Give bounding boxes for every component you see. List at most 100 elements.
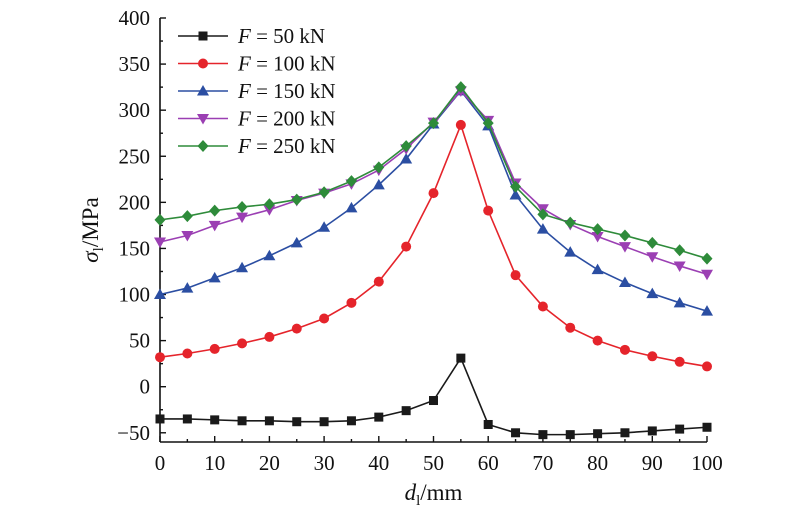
data-point (537, 208, 549, 221)
data-point (346, 416, 356, 426)
data-point (564, 216, 576, 229)
data-point (291, 193, 303, 206)
data-point (263, 249, 276, 261)
x-tick-label: 90 (642, 451, 663, 475)
data-point (318, 221, 331, 232)
legend-marker (198, 31, 208, 41)
data-point (701, 252, 713, 265)
data-point (237, 338, 248, 349)
data-point (290, 236, 303, 248)
legend-label: F = 200 kN (237, 107, 336, 131)
data-point (647, 351, 658, 362)
data-point (455, 81, 467, 94)
y-tick-label: 200 (119, 190, 151, 214)
data-point (182, 348, 193, 359)
y-axis-label: σl/MPa (78, 197, 107, 262)
legend-label: F = 50 kN (237, 24, 325, 48)
data-point (155, 414, 165, 424)
data-point (209, 343, 220, 354)
data-point (701, 305, 713, 316)
data-point (318, 186, 330, 199)
legend-marker (197, 140, 209, 152)
data-point (593, 429, 603, 439)
y-tick-label: 350 (119, 52, 151, 76)
data-point (536, 223, 549, 234)
data-point (565, 430, 575, 440)
data-point (619, 344, 630, 355)
legend-entry: F = 250 kN (178, 134, 336, 158)
data-point (537, 301, 548, 312)
data-point (429, 396, 438, 406)
data-point (263, 205, 276, 216)
y-ticks: −50 0 50 100 150 200 250 300 350 400 (117, 6, 166, 445)
data-point (264, 416, 274, 426)
data-point (374, 412, 384, 422)
data-point (401, 406, 411, 416)
data-point (345, 175, 357, 188)
data-point (511, 428, 521, 438)
series-1 (155, 353, 712, 440)
data-point (618, 276, 631, 288)
data-point (291, 323, 302, 334)
data-point (702, 422, 712, 432)
data-point (673, 261, 686, 272)
data-point (619, 229, 631, 242)
data-point (509, 188, 522, 200)
data-point (482, 117, 494, 130)
data-point (154, 213, 166, 226)
data-point (455, 119, 466, 130)
data-point (346, 297, 357, 308)
data-point (181, 282, 194, 293)
data-point (591, 231, 604, 243)
legend-entry: F = 200 kN (178, 107, 336, 131)
data-point (292, 417, 302, 427)
data-point (428, 117, 439, 130)
data-point (154, 237, 166, 248)
data-point (565, 322, 576, 333)
data-point (236, 261, 249, 273)
y-tick-label: 400 (119, 6, 151, 30)
data-point (155, 352, 165, 363)
data-point (620, 428, 630, 438)
data-point (591, 263, 604, 275)
data-point (510, 180, 522, 193)
data-point (456, 353, 466, 363)
legend-entry: F = 150 kN (178, 79, 336, 103)
x-tick-label: 80 (587, 451, 608, 475)
data-point (236, 212, 249, 224)
x-axis-label: dl/mm (405, 480, 463, 509)
y-tick-label: 150 (119, 236, 151, 260)
legend-entry: F = 50 kN (178, 24, 325, 48)
y-tick-label: 300 (119, 98, 151, 122)
data-point (372, 178, 385, 190)
data-point (673, 296, 686, 308)
data-point (646, 252, 659, 263)
data-point (483, 419, 493, 429)
legend-marker (197, 114, 209, 125)
data-point (483, 205, 494, 216)
data-point (646, 287, 659, 299)
y-tick-label: 0 (140, 375, 151, 399)
data-point (675, 424, 685, 434)
data-point (401, 241, 412, 252)
data-point (181, 231, 194, 242)
data-point (701, 269, 713, 281)
x-tick-label: 50 (423, 451, 444, 475)
data-point (510, 270, 521, 281)
data-point (400, 153, 413, 164)
data-point (345, 201, 358, 213)
data-point (319, 417, 329, 427)
data-point (264, 331, 275, 342)
data-point (647, 426, 657, 436)
legend: F = 50 kN F = 100 kN F = 150 kN F = 200 kN F… (178, 24, 336, 158)
x-tick-label: 20 (259, 451, 280, 475)
x-tick-label: 40 (368, 451, 389, 475)
data-point (210, 415, 220, 425)
x-tick-label: 10 (204, 451, 225, 475)
data-point (428, 188, 439, 199)
legend-marker (198, 58, 208, 69)
data-point (592, 335, 603, 346)
data-point (373, 161, 385, 174)
y-tick-label: −50 (117, 421, 150, 445)
